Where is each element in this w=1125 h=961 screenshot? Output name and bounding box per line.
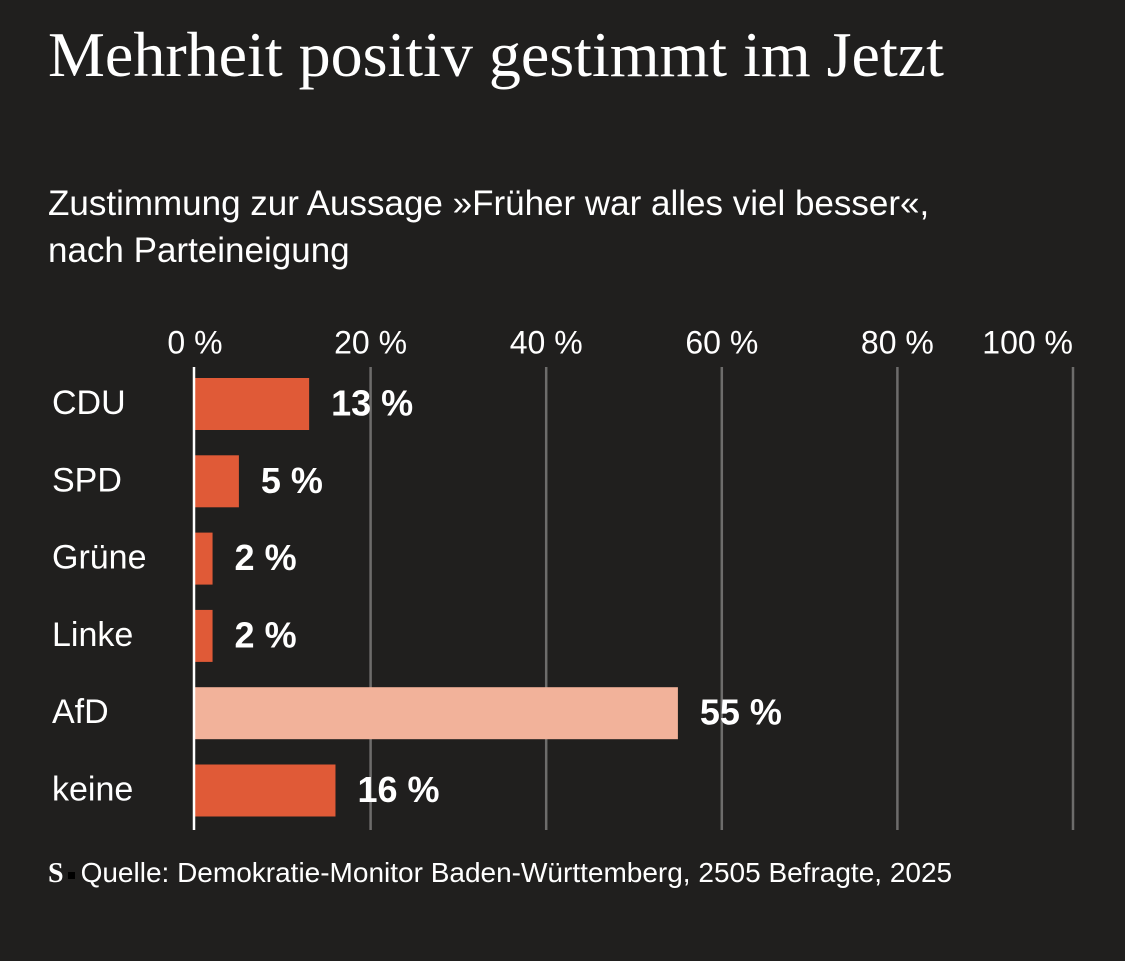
bar bbox=[195, 687, 678, 740]
bar bbox=[195, 764, 336, 817]
source-text: Quelle: Demokratie-Monitor Baden-Württem… bbox=[80, 857, 953, 888]
bar bbox=[195, 455, 239, 508]
bar bbox=[195, 609, 213, 662]
value-label: 5 % bbox=[261, 460, 323, 501]
x-tick-label: 80 % bbox=[861, 324, 934, 360]
value-label: 2 % bbox=[235, 537, 297, 578]
bar bbox=[195, 532, 213, 585]
bar bbox=[195, 378, 310, 430]
chart-title: Mehrheit positiv gestimmt im Jetzt bbox=[48, 19, 944, 90]
y-tick-label: SPD bbox=[52, 461, 122, 499]
value-label: 2 % bbox=[235, 614, 297, 655]
value-label: 13 % bbox=[331, 383, 413, 424]
x-tick-label: 60 % bbox=[685, 324, 758, 360]
value-label: 55 % bbox=[700, 692, 782, 733]
y-tick-label: Linke bbox=[52, 616, 133, 654]
x-tick-label: 20 % bbox=[334, 324, 407, 360]
x-tick-label: 100 % bbox=[982, 324, 1073, 360]
logo-dot bbox=[67, 872, 75, 879]
y-tick-label: AfD bbox=[52, 693, 109, 731]
x-tick-label: 40 % bbox=[510, 324, 583, 360]
source-note: S Quelle: Demokratie-Monitor Baden-Württe… bbox=[48, 855, 1048, 891]
x-tick-label: 0 % bbox=[167, 324, 222, 360]
chart-subtitle: Zustimmung zur Aussage »Früher war alles… bbox=[48, 184, 930, 270]
y-tick-label: Grüne bbox=[52, 539, 147, 577]
y-tick-label: keine bbox=[52, 770, 133, 808]
value-label: 16 % bbox=[357, 769, 439, 810]
logo: S bbox=[48, 858, 64, 889]
y-tick-label: CDU bbox=[52, 384, 126, 422]
